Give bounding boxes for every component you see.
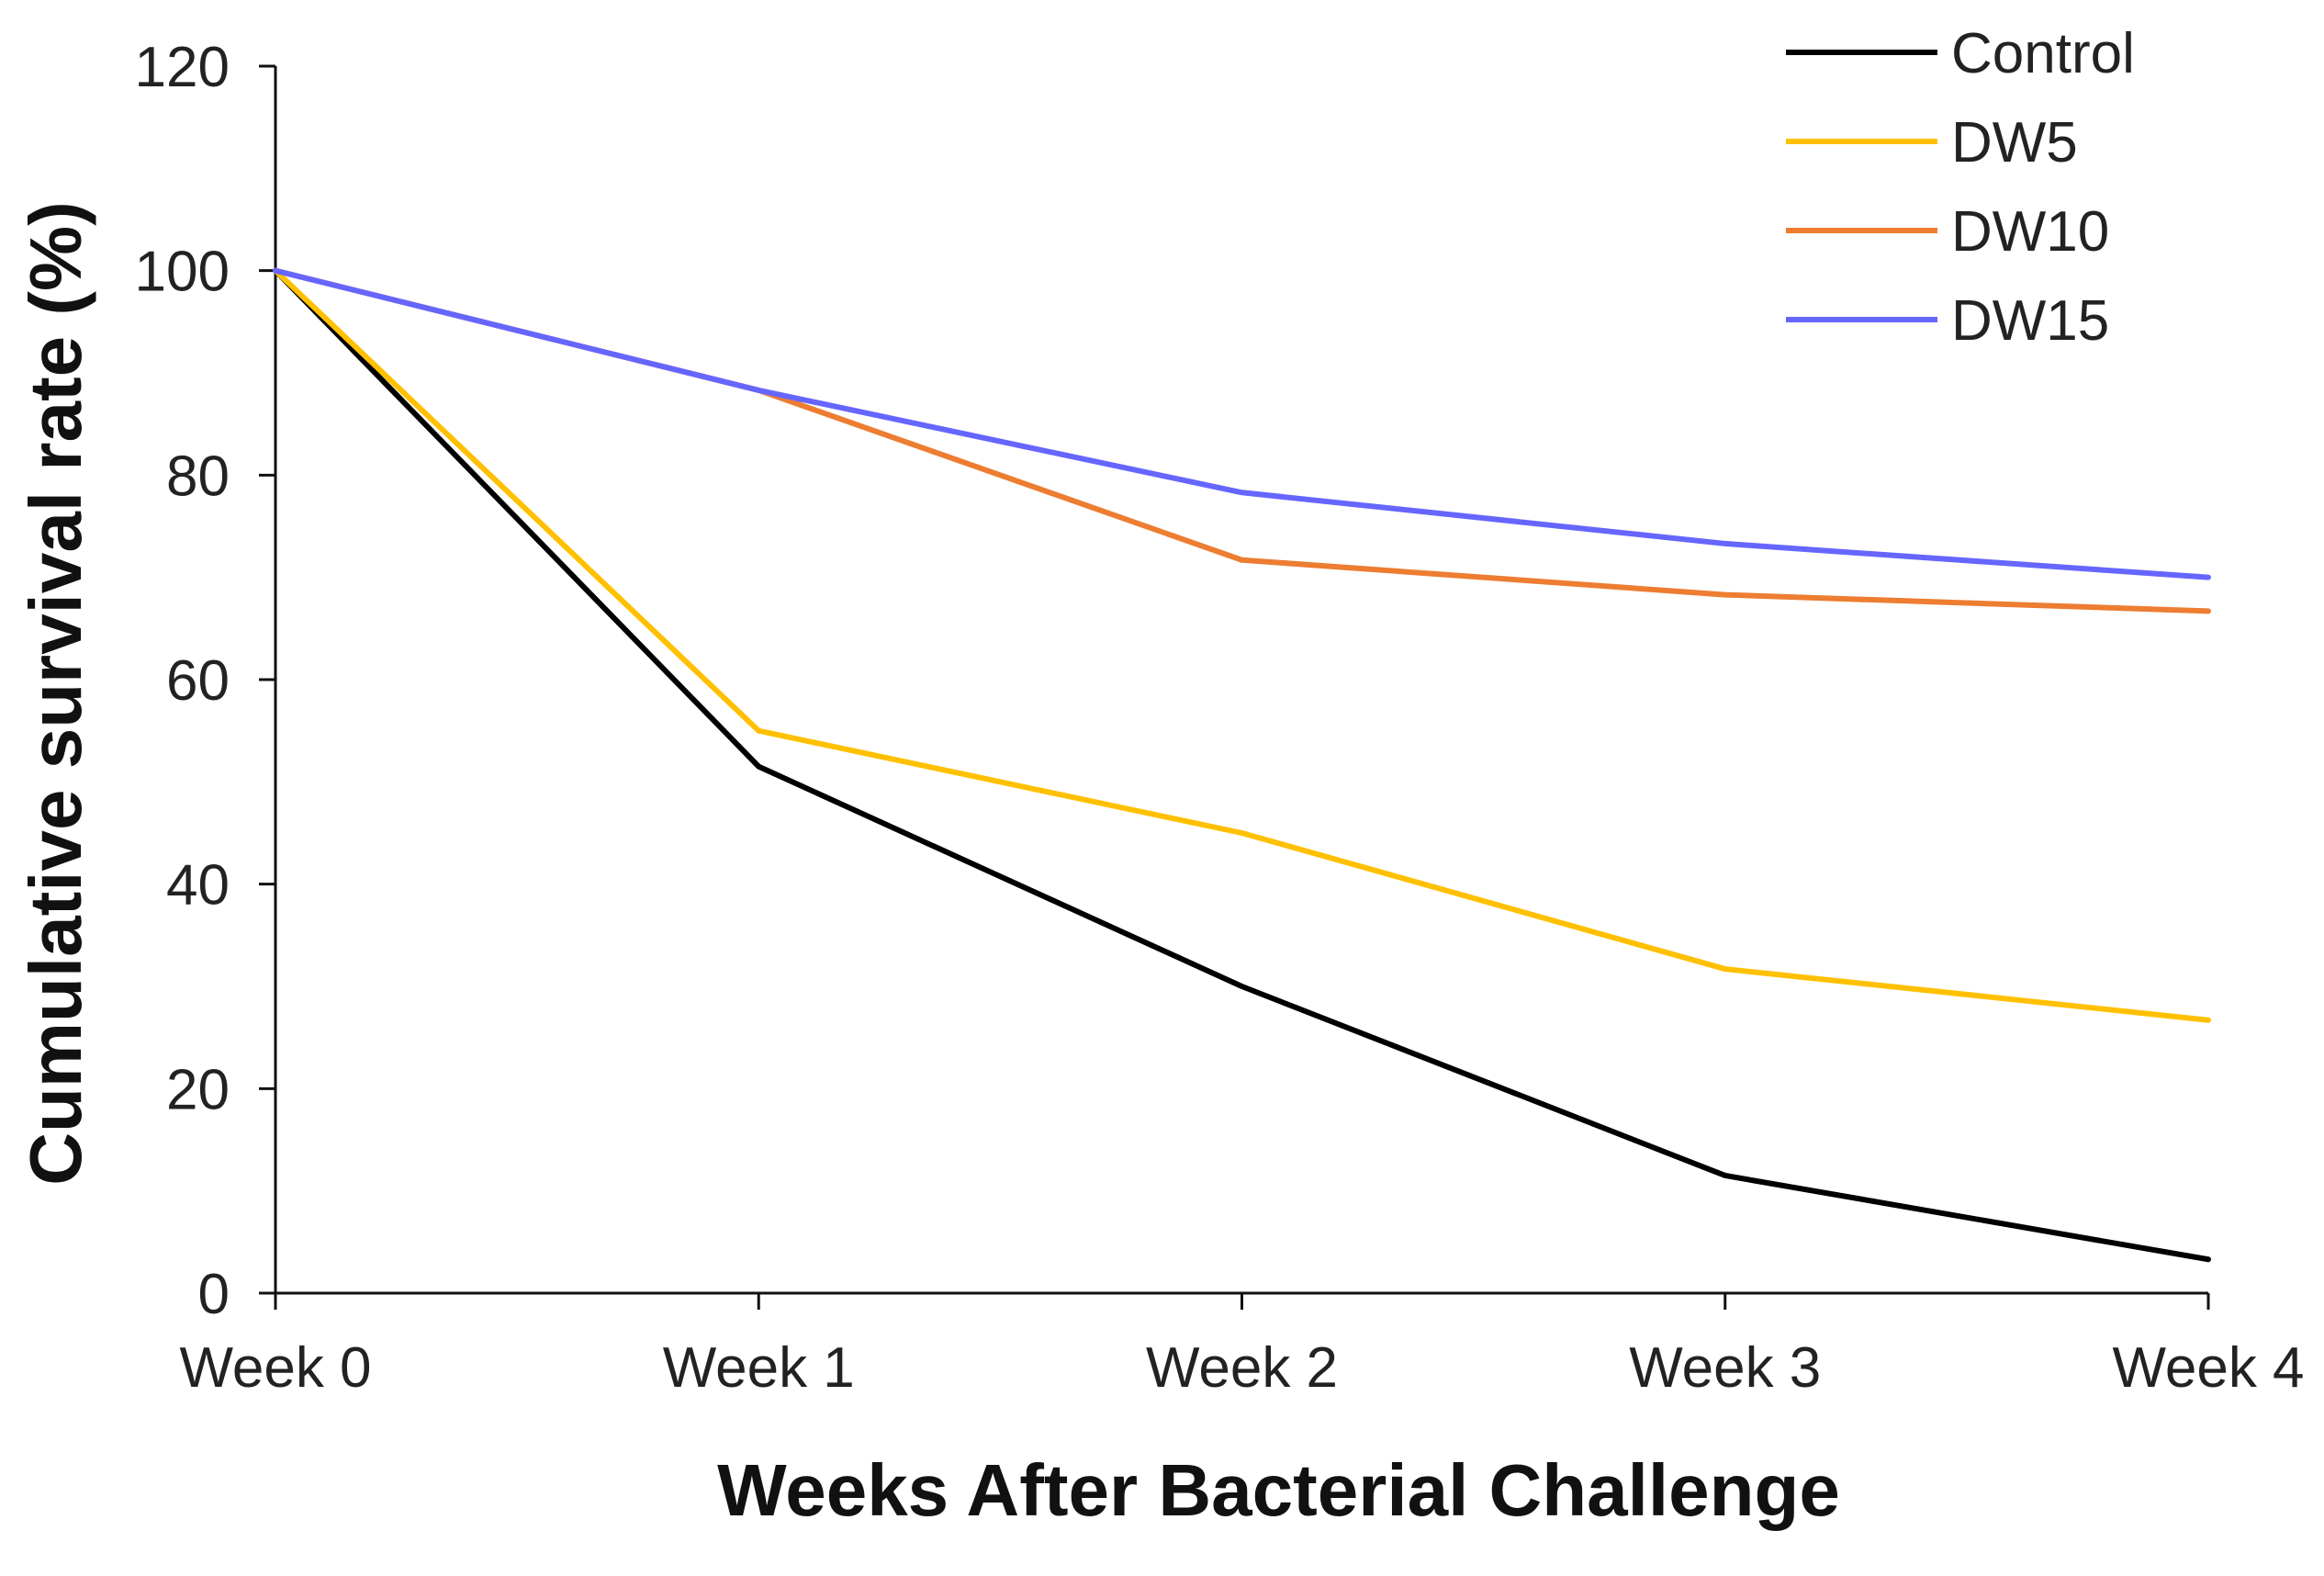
- x-axis: Week 0 Week 1 Week 2 Week 3 Week 4: [179, 1291, 2305, 1400]
- series-line-dw5: [273, 267, 2211, 1023]
- x-tick-label: Week 3: [1629, 1336, 1821, 1400]
- y-tick-label: 60: [166, 649, 230, 713]
- series-line-control: [273, 267, 2211, 1263]
- y-axis: 0 20 40 60 80 100 120: [135, 36, 277, 1326]
- legend: Control DW5 DW10 DW15: [1786, 22, 2135, 353]
- x-axis-title: Weeks After Bacterial Challenge: [717, 1449, 1840, 1531]
- x-tick-label: Week 4: [2112, 1336, 2304, 1400]
- x-tick-label: Week 1: [663, 1336, 855, 1400]
- y-tick-label: 100: [135, 241, 230, 304]
- legend-label-dw10: DW10: [1951, 200, 2109, 264]
- x-tick-label: Week 2: [1146, 1336, 1338, 1400]
- legend-label-control: Control: [1951, 22, 2135, 85]
- y-tick-label: 0: [198, 1263, 230, 1326]
- y-tick-label: 20: [166, 1058, 230, 1121]
- y-tick-label: 80: [166, 445, 230, 508]
- y-tick-label: 40: [166, 854, 230, 917]
- y-axis-title: Cumulative survival rate (%): [15, 201, 96, 1185]
- series-line-dw15: [273, 267, 2211, 580]
- legend-label-dw5: DW5: [1951, 111, 2078, 174]
- x-tick-label: Week 0: [179, 1336, 371, 1400]
- series-layer: [273, 267, 2211, 1263]
- y-tick-label: 120: [135, 36, 230, 99]
- legend-label-dw15: DW15: [1951, 289, 2109, 353]
